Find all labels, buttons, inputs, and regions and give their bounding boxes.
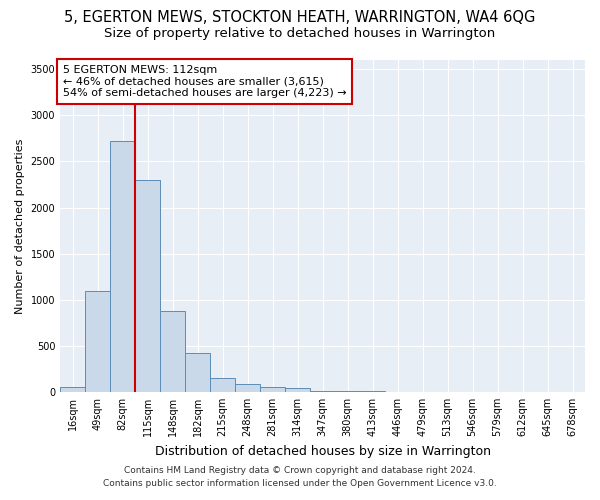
- Text: Contains HM Land Registry data © Crown copyright and database right 2024.
Contai: Contains HM Land Registry data © Crown c…: [103, 466, 497, 487]
- Bar: [310, 390, 335, 392]
- Bar: [135, 180, 160, 392]
- X-axis label: Distribution of detached houses by size in Warrington: Distribution of detached houses by size …: [155, 444, 491, 458]
- Bar: [210, 378, 235, 392]
- Bar: [60, 388, 85, 392]
- Bar: [260, 387, 285, 392]
- Text: Size of property relative to detached houses in Warrington: Size of property relative to detached ho…: [104, 28, 496, 40]
- Y-axis label: Number of detached properties: Number of detached properties: [15, 138, 25, 314]
- Bar: [335, 391, 360, 392]
- Bar: [110, 141, 135, 392]
- Bar: [85, 290, 110, 392]
- Bar: [160, 311, 185, 392]
- Bar: [185, 353, 210, 392]
- Bar: [285, 388, 310, 392]
- Bar: [235, 384, 260, 392]
- Text: 5, EGERTON MEWS, STOCKTON HEATH, WARRINGTON, WA4 6QG: 5, EGERTON MEWS, STOCKTON HEATH, WARRING…: [64, 10, 536, 25]
- Text: 5 EGERTON MEWS: 112sqm
← 46% of detached houses are smaller (3,615)
54% of semi-: 5 EGERTON MEWS: 112sqm ← 46% of detached…: [63, 65, 346, 98]
